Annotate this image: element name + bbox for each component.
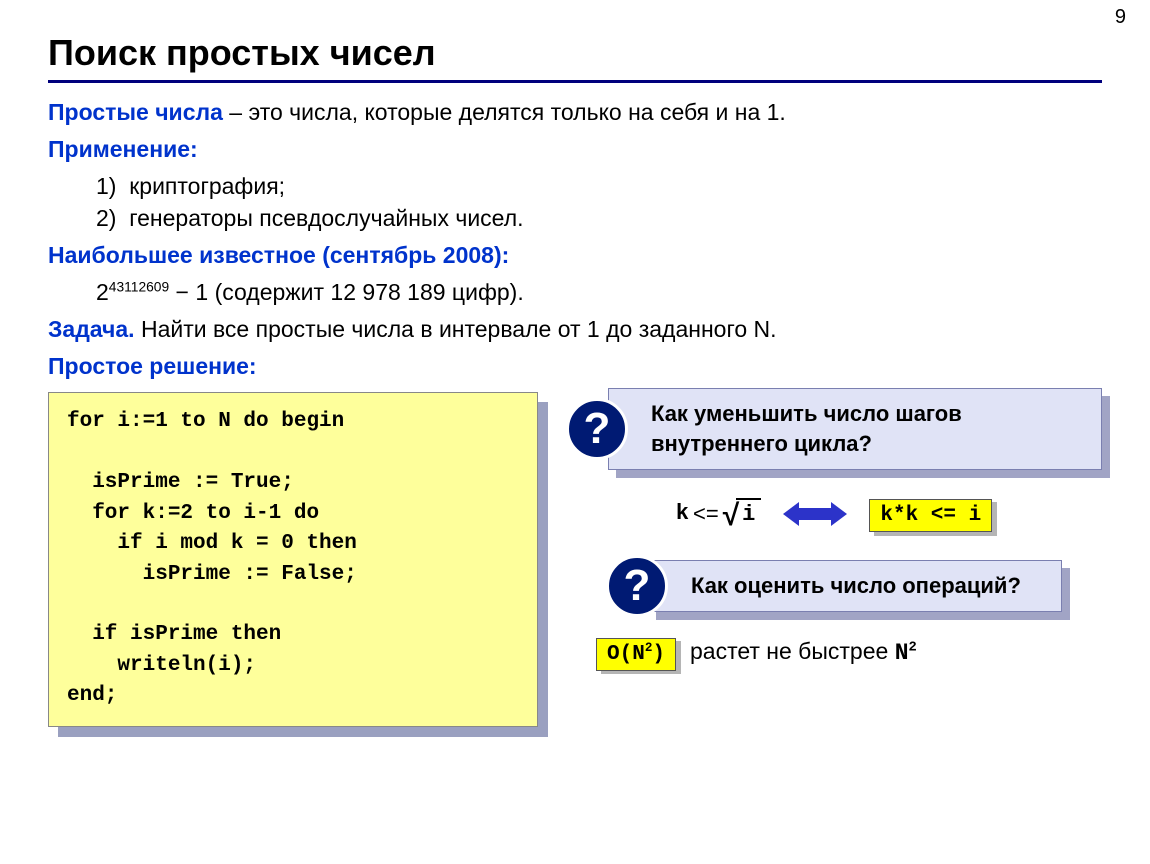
- applications-list: 1) криптография; 2) генераторы псевдослу…: [96, 171, 1102, 234]
- formula-chip: k*k <= i: [869, 497, 992, 530]
- slide-title: Поиск простых чисел: [48, 32, 1102, 74]
- solution-label: Простое решение:: [48, 351, 1102, 382]
- callout-panel: Как оценить число операций?: [648, 560, 1062, 612]
- code-text: for i:=1 to N do begin isPrime := True; …: [67, 407, 519, 711]
- biggest-label: Наибольшее известное (сентябрь 2008):: [48, 240, 1102, 271]
- formula-k: k: [676, 499, 689, 529]
- growth-text: растет не быстрее N2: [690, 636, 917, 669]
- biggest-base: 2: [96, 279, 109, 305]
- code-box: for i:=1 to N do begin isPrime := True; …: [48, 392, 538, 726]
- callout-text: Как оценить число операций?: [691, 573, 1021, 598]
- double-arrow-icon: [783, 499, 847, 529]
- sqrt-icon: √: [723, 496, 739, 537]
- definition: Простые числа – это числа, которые делят…: [48, 97, 1102, 128]
- slide-body: Простые числа – это числа, которые делят…: [48, 97, 1102, 727]
- title-rule: [48, 80, 1102, 83]
- right-column: Как уменьшить число шагов внутреннего ци…: [566, 388, 1102, 669]
- question-callout-2: Как оценить число операций? ?: [606, 560, 1062, 612]
- growth-exp: 2: [909, 640, 917, 655]
- definition-text: – это числа, которые делятся только на с…: [223, 99, 786, 125]
- sqrt-expression: k <= √ i: [676, 494, 762, 535]
- task-label: Задача.: [48, 316, 135, 342]
- growth-label: растет не быстрее: [690, 638, 895, 664]
- growth-N: N: [895, 640, 909, 666]
- task-text: Найти все простые числа в интервале от 1…: [135, 316, 777, 342]
- task: Задача. Найти все простые числа в интерв…: [48, 314, 1102, 345]
- definition-term: Простые числа: [48, 99, 223, 125]
- bigO-text: O(N: [607, 643, 645, 666]
- slide: Поиск простых чисел Простые числа – это …: [0, 0, 1150, 727]
- formula-le: <=: [693, 499, 719, 529]
- callout-text: Как уменьшить число шагов внутреннего ци…: [651, 401, 962, 456]
- question-mark-icon: ?: [584, 407, 611, 451]
- list-text: криптография;: [129, 173, 285, 199]
- chip-panel: k*k <= i: [869, 499, 992, 532]
- chip-panel: O(N2): [596, 638, 676, 671]
- left-column: for i:=1 to N do begin isPrime := True; …: [48, 388, 538, 726]
- formula-i: i: [736, 498, 761, 530]
- question-callout-1: Как уменьшить число шагов внутреннего ци…: [566, 388, 1102, 469]
- bigO-close: ): [652, 643, 665, 666]
- question-badge: ?: [606, 555, 668, 617]
- formula-row: k <= √ i k*k <= i: [566, 494, 1102, 535]
- page-number: 9: [1115, 6, 1126, 29]
- question-badge: ?: [566, 398, 628, 460]
- question-mark-icon: ?: [624, 564, 651, 608]
- biggest-value: 243112609 − 1 (содержит 12 978 189 цифр)…: [96, 277, 1102, 308]
- two-column: for i:=1 to N do begin isPrime := True; …: [48, 388, 1102, 726]
- code-panel: for i:=1 to N do begin isPrime := True; …: [48, 392, 538, 726]
- list-text: генераторы псевдослучайных чисел.: [129, 205, 523, 231]
- biggest-exp: 43112609: [109, 280, 169, 295]
- list-item: 1) криптография;: [96, 171, 1102, 202]
- list-item: 2) генераторы псевдослучайных чисел.: [96, 203, 1102, 234]
- complexity-row: O(N2) растет не быстрее N2: [596, 636, 1102, 669]
- applications-label: Применение:: [48, 134, 1102, 165]
- biggest-rest: − 1 (содержит 12 978 189 цифр).: [169, 279, 524, 305]
- bigO-chip: O(N2): [596, 636, 676, 669]
- list-num: 2): [96, 205, 116, 231]
- list-num: 1): [96, 173, 116, 199]
- callout-panel: Как уменьшить число шагов внутреннего ци…: [608, 388, 1102, 469]
